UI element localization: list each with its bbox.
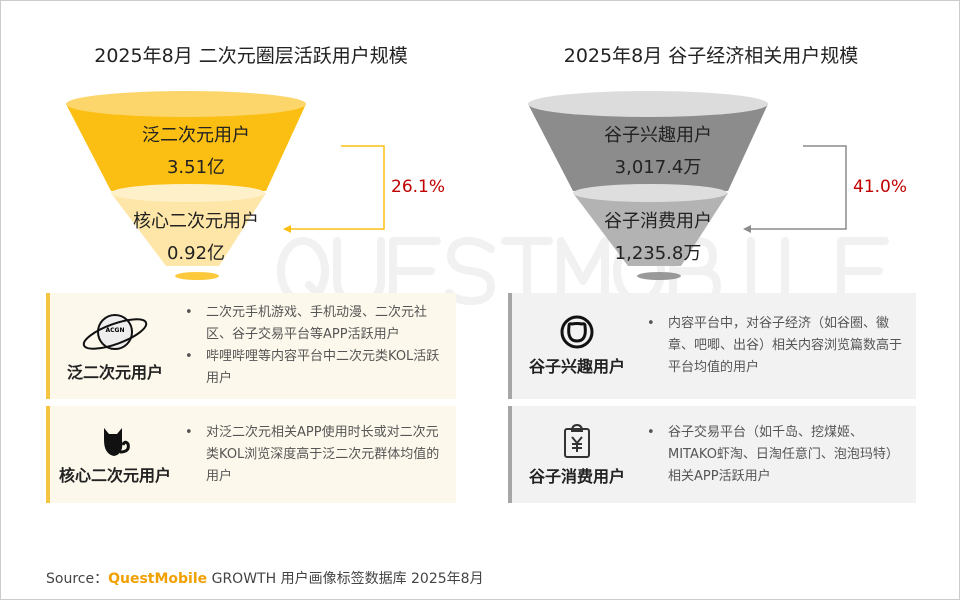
- right-ratio: 41.0%: [853, 177, 908, 197]
- right-title: 2025年8月 谷子经济相关用户规模: [563, 45, 859, 67]
- bullet: 内容平台中，对谷子经济（如谷圈、徽章、吧唧、出谷）相关内容浏览篇数高于平台均值的…: [642, 313, 904, 379]
- bullet: 哔哩哔哩等内容平台中二次元类KOL活跃用户: [180, 346, 444, 390]
- card-label: 谷子消费用户: [528, 466, 625, 486]
- card-pan-acg: ACGN 泛二次元用户 二次元手机游戏、手机动漫、二次元社区、谷子交易平台等AP…: [46, 293, 456, 399]
- source-line: Source：QuestMobile GROWTH 用户画像标签数据库 2025…: [46, 568, 484, 588]
- left-top-label: 泛二次元用户: [142, 125, 250, 146]
- brand: QuestMobile: [108, 571, 208, 587]
- right-bottom-label: 谷子消费用户: [604, 211, 712, 232]
- right-bottom-value: 1,235.8万: [614, 243, 702, 264]
- svg-text:ACGN: ACGN: [106, 327, 125, 334]
- card-label: 核心二次元用户: [58, 465, 171, 485]
- left-bottom-label: 核心二次元用户: [133, 211, 259, 232]
- source-text: GROWTH 用户画像标签数据库 2025年8月: [211, 571, 484, 587]
- card-label: 谷子兴趣用户: [528, 357, 625, 376]
- funnels: [66, 91, 847, 280]
- left-funnel: [66, 91, 385, 280]
- card-guzi-consume: 谷子消费用户 谷子交易平台（如千岛、挖煤姬、MITAKO虾淘、日淘任意门、泡泡玛…: [508, 406, 916, 503]
- cat-icon: [104, 427, 130, 456]
- source-prefix: Source：: [46, 571, 109, 587]
- card-core-acg: 核心二次元用户 对泛二次元相关APP使用时长或对二次元类KOL浏览深度高于泛二次…: [46, 406, 456, 503]
- bullet: 对泛二次元相关APP使用时长或对二次元类KOL浏览深度高于泛二次元群体均值的用户: [180, 422, 444, 488]
- card-label: 泛二次元用户: [66, 363, 163, 382]
- right-top-value: 3,017.4万: [614, 157, 702, 178]
- left-top-value: 3.51亿: [166, 157, 226, 178]
- card-guzi-interest: 谷子兴趣用户 内容平台中，对谷子经济（如谷圈、徽章、吧唧、出谷）相关内容浏览篇数…: [508, 293, 916, 399]
- left-bottom-value: 0.92亿: [166, 243, 226, 264]
- left-title: 2025年8月 二次元圈层活跃用户规模: [94, 45, 408, 67]
- right-top-label: 谷子兴趣用户: [604, 125, 712, 146]
- left-ratio: 26.1%: [391, 177, 446, 197]
- bear-face-icon: [560, 315, 594, 349]
- yen-clipboard-icon: [564, 423, 590, 458]
- bullet: 谷子交易平台（如千岛、挖煤姬、MITAKO虾淘、日淘任意门、泡泡玛特）相关APP…: [642, 422, 904, 488]
- bullet: 二次元手机游戏、手机动漫、二次元社区、谷子交易平台等APP活跃用户: [180, 302, 444, 346]
- planet-acgn-icon: ACGN: [82, 314, 148, 350]
- right-funnel: [528, 91, 847, 280]
